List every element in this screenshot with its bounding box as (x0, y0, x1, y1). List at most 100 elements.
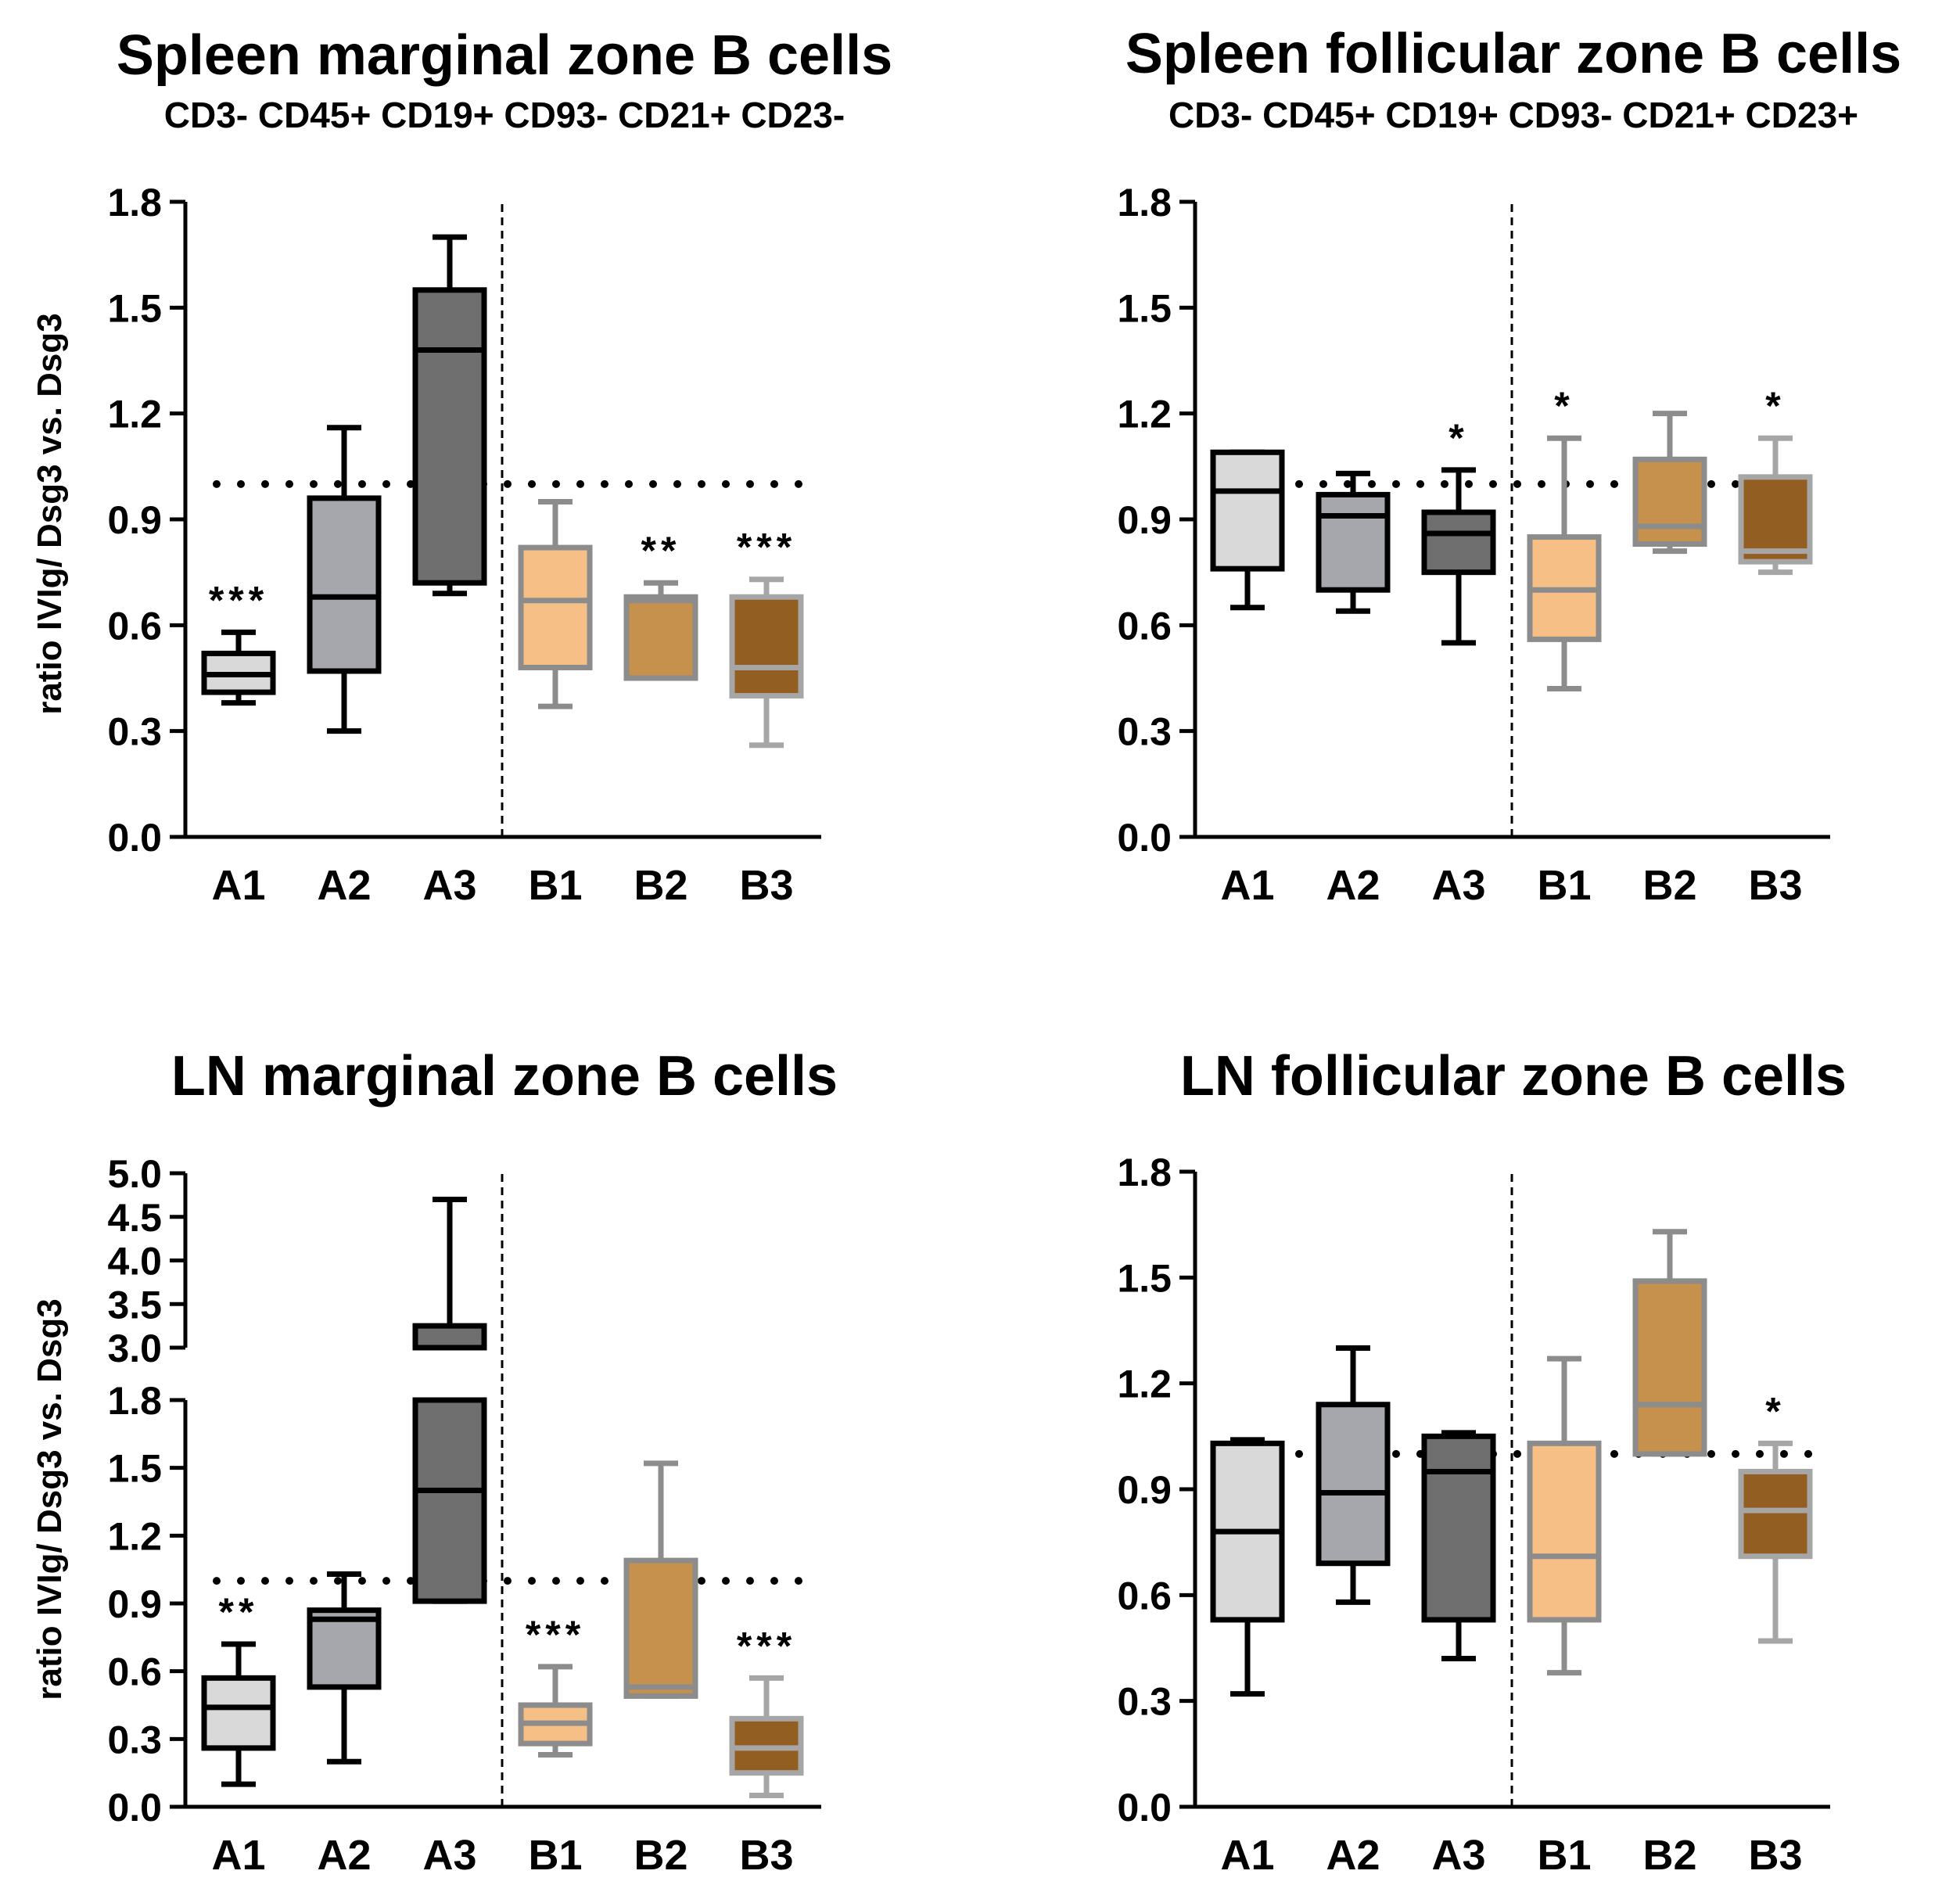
y-tick-label: 1.2 (107, 393, 162, 436)
y-tick-label: 1.8 (1117, 181, 1172, 224)
x-tick-label: B3 (1748, 862, 1802, 909)
significance-label: *** (737, 1624, 796, 1668)
box-body (623, 1557, 698, 1699)
y-tick-label: 3.5 (107, 1283, 162, 1327)
panel-title: LN follicular zone B cells (1180, 1045, 1847, 1108)
x-tick-label: A3 (422, 1832, 476, 1879)
significance-label: * (1554, 384, 1574, 428)
significance-label: *** (209, 578, 268, 622)
box-A3: * (1421, 416, 1496, 646)
y-tick-label: 0.0 (1117, 816, 1172, 860)
significance-label: ** (219, 1590, 259, 1634)
x-tick-label: B1 (528, 1832, 582, 1879)
box-B1: *** (518, 1613, 593, 1758)
box-B2 (1632, 1229, 1707, 1457)
y-tick-label: 0.0 (107, 816, 162, 860)
box-B3: * (1738, 384, 1813, 576)
y-tick-label: 0.3 (1117, 710, 1172, 754)
box-body (1421, 509, 1496, 576)
box-body (729, 594, 804, 699)
x-tick-label: B2 (634, 1832, 687, 1879)
box-A1: *** (201, 578, 276, 706)
y-tick-label: 1.5 (1117, 1256, 1172, 1300)
significance-label: *** (526, 1613, 585, 1657)
significance-label: *** (737, 526, 796, 569)
box-B2: ** (623, 529, 698, 681)
y-tick-label: 1.2 (107, 1514, 162, 1558)
y-tick-label: 1.8 (107, 181, 162, 224)
box-body (1738, 1468, 1813, 1560)
y-tick-label: 1.2 (1117, 1363, 1172, 1406)
panel-title: LN marginal zone B cells (171, 1045, 838, 1108)
y-tick-label: 0.6 (107, 1650, 162, 1694)
box-upper-segment (412, 1323, 487, 1351)
box-body (307, 1607, 382, 1690)
x-tick-label: A1 (1220, 1832, 1274, 1879)
box-body (1210, 449, 1285, 572)
x-tick-label: B3 (1748, 1832, 1802, 1879)
box-A1 (1210, 449, 1285, 611)
panel-spleen-follicular-zone: Spleen follicular zone B cells CD3- CD45… (1117, 23, 1901, 909)
panel-title: Spleen marginal zone B cells (117, 24, 892, 87)
panel-ln-marginal-zone: LN marginal zone B cells ratio IVIg/ Dsg… (31, 1045, 838, 1879)
box-body (1738, 474, 1813, 565)
y-tick-label: 0.6 (107, 604, 162, 648)
box-A3 (1421, 1430, 1496, 1662)
significance-label: * (1448, 416, 1468, 460)
y-tick-label: 0.9 (1117, 1468, 1172, 1512)
x-tick-label: A2 (1326, 1832, 1380, 1879)
y-tick-label: 1.8 (107, 1379, 162, 1423)
box-B1 (1527, 1355, 1602, 1676)
y-axis-label: ratio IVIg/ Dsg3 vs. Dsg3 (31, 1298, 69, 1700)
y-tick-label: 5.0 (107, 1152, 162, 1196)
box-body (1316, 1402, 1391, 1567)
y-tick-label: 0.9 (1117, 498, 1172, 542)
y-tick-label: 0.3 (107, 1718, 162, 1761)
x-tick-label: B2 (1642, 1832, 1696, 1879)
x-tick-label: A3 (1431, 1832, 1485, 1879)
y-tick-label: 1.8 (1117, 1151, 1172, 1194)
box-body (1527, 1440, 1602, 1623)
y-tick-label: 0.6 (1117, 1574, 1172, 1618)
panel-ln-follicular-zone: LN follicular zone B cells 0.0 0.3 0.6 0.9 1… (1117, 1045, 1847, 1879)
y-tick-label: 1.5 (1117, 286, 1172, 330)
y-tick-label: 3.0 (107, 1327, 162, 1370)
x-tick-label: A2 (1326, 862, 1380, 909)
box-B3: * (1738, 1389, 1813, 1644)
panel-title: Spleen follicular zone B cells (1125, 23, 1901, 85)
box-body (1632, 1278, 1707, 1457)
x-tick-label: B1 (1537, 1832, 1591, 1879)
box-B3: *** (729, 1624, 804, 1799)
x-tick-label: A3 (1431, 862, 1485, 909)
panel-subtitle: CD3- CD45+ CD19+ CD93- CD21+ CD23- (164, 95, 845, 135)
box-body (307, 495, 382, 674)
box-A2 (307, 1571, 382, 1765)
box-A2 (1316, 470, 1391, 614)
y-tick-label: 0.3 (107, 710, 162, 754)
box-body (201, 1675, 276, 1751)
box-B2 (1632, 411, 1707, 555)
box-B1: * (1527, 384, 1602, 692)
x-tick-label: A3 (422, 862, 476, 909)
box-A1: ** (201, 1590, 276, 1787)
box-A2 (1316, 1345, 1391, 1605)
y-tick-label: 0.0 (1117, 1786, 1172, 1829)
y-tick-label: 1.5 (107, 1447, 162, 1491)
y-tick-label: 1.5 (107, 286, 162, 330)
y-tick-label: 0.6 (1117, 604, 1172, 648)
box-A3 (411, 1196, 489, 1604)
box-A3 (412, 234, 487, 597)
panel-spleen-marginal-zone: Spleen marginal zone B cells CD3- CD45+ … (31, 24, 892, 909)
box-body (1632, 456, 1707, 548)
box-body (1316, 491, 1391, 593)
x-tick-label: A1 (1220, 862, 1274, 909)
x-tick-label: B2 (634, 862, 687, 909)
y-tick-label: 0.9 (107, 1582, 162, 1626)
box-B3: *** (729, 526, 804, 749)
y-tick-label: 1.2 (1117, 393, 1172, 436)
x-tick-label: B3 (739, 1832, 793, 1879)
significance-label: * (1765, 1389, 1785, 1433)
panel-subtitle: CD3- CD45+ CD19+ CD93- CD21+ CD23+ (1168, 95, 1858, 135)
box-lower-segment (412, 1397, 487, 1604)
